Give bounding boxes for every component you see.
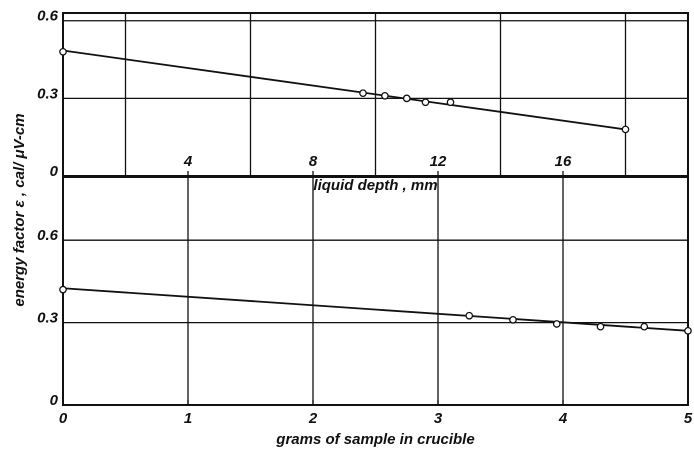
x-tick-label: 4: [558, 410, 568, 427]
y-tick-label: 0.3: [37, 310, 59, 327]
x-tick-label: 0: [59, 410, 68, 427]
y-tick-label: 0: [50, 163, 59, 180]
y-tick-label: 0: [50, 392, 59, 409]
data-point: [640, 322, 649, 331]
x-tick-label: 2: [308, 410, 318, 427]
data-point: [402, 94, 411, 103]
plot-frame: [62, 176, 689, 406]
data-point: [509, 315, 517, 324]
data-point: [621, 125, 630, 134]
data-point: [59, 285, 67, 294]
data-point: [359, 89, 367, 98]
y-tick-label: 0.3: [37, 85, 59, 102]
x-tick-label: 12: [430, 153, 447, 170]
x-axis-label: grams of sample in crucible: [275, 431, 474, 448]
x-tick-label: 5: [684, 410, 693, 427]
fit-line: [62, 49, 626, 131]
data-point: [446, 98, 455, 107]
x-tick-label: 3: [434, 410, 443, 427]
x-tick-label: 16: [555, 153, 572, 170]
data-point: [421, 98, 430, 107]
data-point: [465, 311, 474, 320]
data-point: [596, 322, 605, 331]
x-tick-label: 8: [309, 153, 318, 170]
data-point: [552, 320, 561, 328]
y-tick-label: 0.6: [37, 8, 59, 25]
x-tick-label: 1: [184, 410, 192, 427]
data-point: [381, 91, 389, 100]
x-axis-label: liquid depth , mm: [313, 177, 437, 194]
data-point: [59, 47, 67, 56]
y-tick-label: 0.6: [37, 227, 59, 244]
data-point: [684, 326, 692, 335]
x-tick-label: 4: [183, 153, 193, 170]
fit-line: [62, 287, 689, 332]
y-axis-label: energy factor ε , cal/ μV-cm: [11, 113, 28, 306]
